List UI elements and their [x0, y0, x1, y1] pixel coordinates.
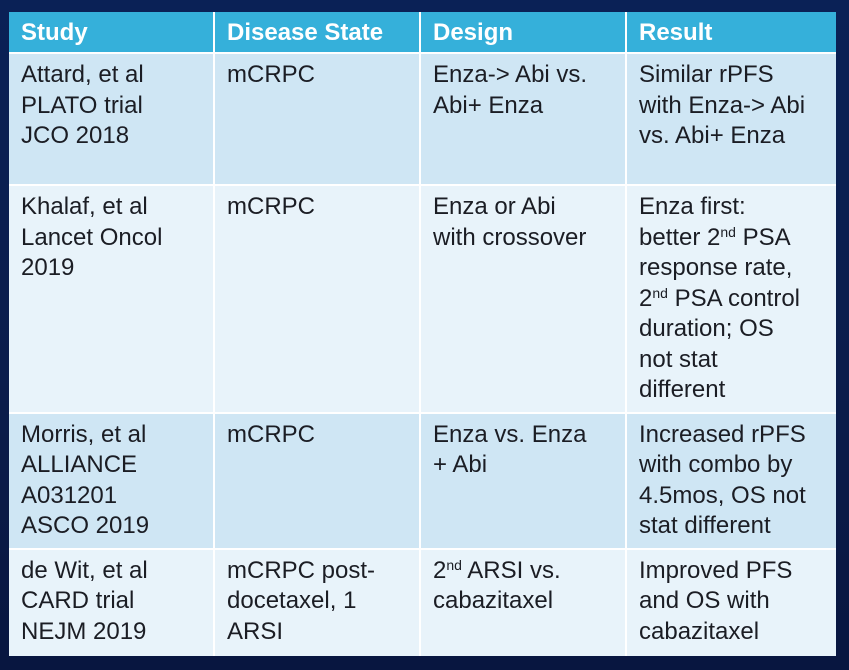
cell-line: A031201 [21, 481, 118, 509]
text-fragment: 2 [433, 556, 447, 584]
cell-line: stat different [639, 512, 771, 539]
cell-design: Enza-> Abi vs. Abi+ Enza [421, 54, 627, 186]
cell-study: de Wit, et al CARD trial NEJM 2019 [9, 549, 215, 656]
cell-line: Similar rPFS [639, 61, 774, 88]
cell-line: cabazitaxel [639, 617, 760, 645]
header-study: Study [9, 12, 215, 54]
cell-disease-state: mCRPC [215, 54, 421, 186]
cell-line: Enza-> Abi vs. [433, 61, 588, 88]
cell-line: 4.5mos, OS not [639, 481, 806, 509]
cell-line: docetaxel, 1 [227, 587, 357, 614]
cell-line: JCO 2018 [21, 122, 130, 149]
text-fragment: better 2 [639, 223, 721, 251]
header-disease-state: Disease State [215, 12, 421, 54]
cell-line: and OS with [639, 587, 770, 614]
cell-result: Increased rPFS with combo by 4.5mos, OS … [627, 413, 836, 550]
cell-result: Enza first: better 2nd PSA response rate… [627, 186, 836, 414]
cell-line: ALLIANCE [21, 451, 138, 478]
cell-line: response rate, [639, 254, 793, 281]
cell-line: mCRPC [227, 193, 315, 220]
cell-line: mCRPC post- [227, 556, 376, 584]
cell-line: Lancet Oncol [21, 223, 163, 251]
cell-line: with Enza-> Abi [639, 91, 806, 119]
superscript: nd [446, 556, 462, 573]
table-row: Morris, et al ALLIANCE A031201 ASCO 2019… [9, 413, 836, 550]
cell-disease-state: mCRPC post- docetaxel, 1 ARSI [215, 549, 421, 656]
cell-result: Similar rPFS with Enza-> Abi vs. Abi+ En… [627, 54, 836, 186]
cell-line: mCRPC [227, 61, 315, 88]
superscript: nd [652, 284, 668, 301]
cell-line: + Abi [433, 451, 488, 478]
trials-table: Study Disease State Design Result Attard… [9, 12, 836, 656]
cell-line: 2nd ARSI vs. [433, 556, 613, 587]
cell-line: de Wit, et al [21, 556, 148, 584]
table-row: de Wit, et al CARD trial NEJM 2019 mCRPC… [9, 549, 836, 656]
cell-design: 2nd ARSI vs. cabazitaxel [421, 549, 627, 656]
cell-line: 2019 [21, 254, 75, 281]
cell-line: better 2nd PSA [639, 223, 824, 254]
cell-line: with crossover [433, 223, 587, 251]
text-fragment: 2 [639, 284, 653, 312]
cell-line: Attard, et al [21, 61, 144, 88]
text-fragment: PSA control [667, 284, 801, 312]
cell-design: Enza or Abi with crossover [421, 186, 627, 414]
cell-line: CARD trial [21, 587, 135, 614]
cell-line: mCRPC [227, 420, 315, 448]
cell-line: with combo by [639, 451, 793, 478]
cell-line: PLATO trial [21, 91, 143, 119]
cell-disease-state: mCRPC [215, 413, 421, 550]
cell-study: Khalaf, et al Lancet Oncol 2019 [9, 186, 215, 414]
cell-line: Enza vs. Enza [433, 420, 587, 448]
superscript: nd [720, 223, 736, 240]
cell-line: duration; OS [639, 315, 774, 342]
text-fragment: PSA [735, 223, 791, 251]
table-row: Attard, et al PLATO trial JCO 2018 mCRPC… [9, 54, 836, 186]
cell-design: Enza vs. Enza + Abi [421, 413, 627, 550]
cell-line: ARSI [227, 617, 284, 645]
table-row: Khalaf, et al Lancet Oncol 2019 mCRPC En… [9, 186, 836, 414]
cell-line: not stat [639, 345, 718, 373]
cell-line: different [639, 376, 726, 403]
cell-line: ASCO 2019 [21, 512, 150, 539]
cell-disease-state: mCRPC [215, 186, 421, 414]
cell-line: Abi+ Enza [433, 91, 544, 119]
cell-line: NEJM 2019 [21, 617, 147, 645]
table-header-row: Study Disease State Design Result [9, 12, 836, 54]
cell-line: Morris, et al [21, 420, 147, 448]
cell-line: vs. Abi+ Enza [639, 122, 786, 149]
cell-line: Increased rPFS [639, 420, 806, 448]
cell-line: Enza first: [639, 193, 746, 220]
cell-line: 2nd PSA control [639, 284, 824, 315]
cell-line: cabazitaxel [433, 587, 554, 614]
header-design: Design [421, 12, 627, 54]
text-fragment: ARSI vs. [461, 556, 561, 584]
cell-line: Improved PFS [639, 556, 793, 584]
cell-study: Attard, et al PLATO trial JCO 2018 [9, 54, 215, 186]
cell-result: Improved PFS and OS with cabazitaxel [627, 549, 836, 656]
cell-study: Morris, et al ALLIANCE A031201 ASCO 2019 [9, 413, 215, 550]
cell-line: Khalaf, et al [21, 193, 148, 220]
header-result: Result [627, 12, 836, 54]
cell-line: Enza or Abi [433, 193, 556, 220]
